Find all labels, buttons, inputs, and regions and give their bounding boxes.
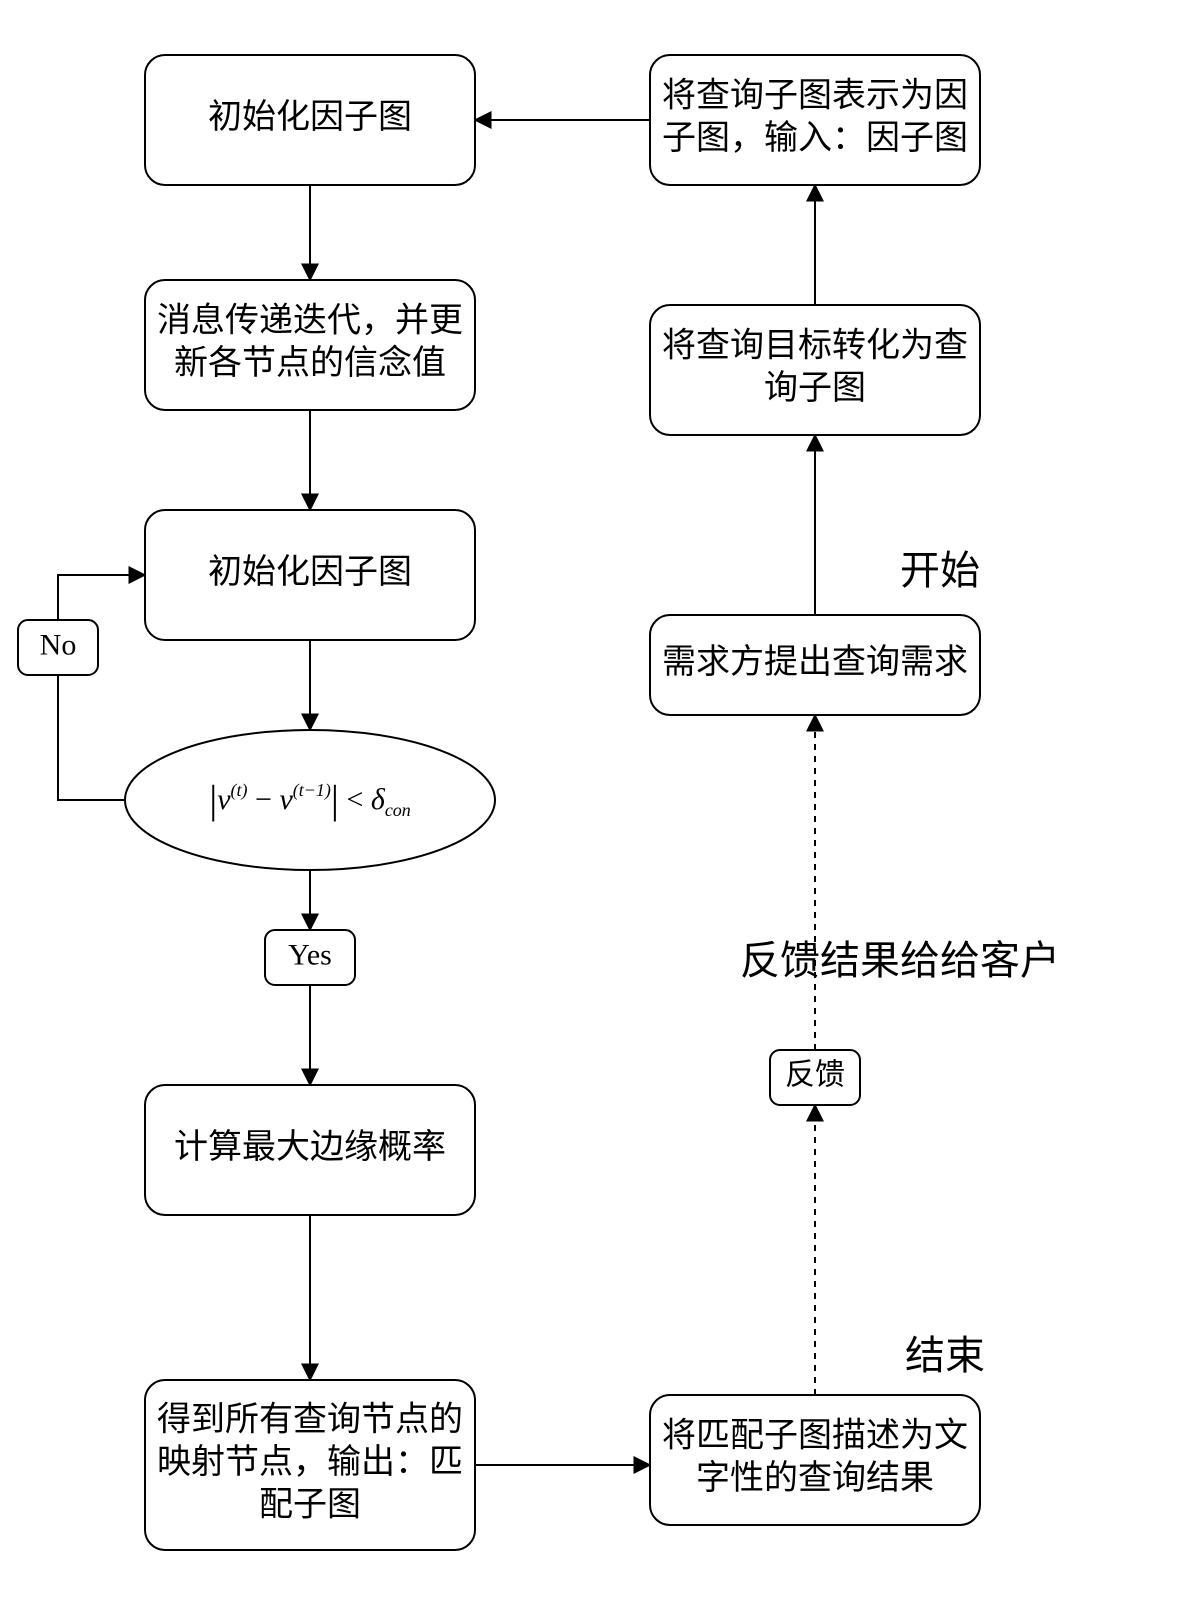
flow-node-n_cond: |v(t) − v(t−1)| < δcon (125, 730, 495, 870)
flow-node-n_feedback: 反馈 (770, 1050, 860, 1105)
node-text: 消息传递迭代，并更 (157, 302, 463, 340)
flow-node-n_maxprob: 计算最大边缘概率 (145, 1085, 475, 1215)
flow-node-n_msg: 消息传递迭代，并更新各节点的信念值 (145, 280, 475, 410)
node-text: 映射节点，输出：匹 (157, 1443, 463, 1481)
node-text: 需求方提出查询需求 (662, 643, 968, 681)
flow-node-n_init1: 初始化因子图 (145, 55, 475, 185)
annotation-feedback_line: 反馈结果给给客户 (740, 938, 1060, 983)
node-text: 将查询目标转化为查 (662, 327, 968, 365)
flow-node-n_no: No (18, 620, 98, 675)
node-text: Yes (288, 938, 332, 971)
node-text: 子图，输入：因子图 (662, 119, 968, 157)
annotation-start: 开始 (900, 548, 980, 593)
node-text: No (40, 628, 77, 661)
node-text: 将查询子图表示为因 (662, 77, 968, 115)
flow-node-n_subgraph: 将查询目标转化为查询子图 (650, 305, 980, 435)
flow-node-n_init2: 初始化因子图 (145, 510, 475, 640)
flow-node-n_textresult: 将匹配子图描述为文字性的查询结果 (650, 1395, 980, 1525)
flow-node-n_output: 得到所有查询节点的映射节点，输出：匹配子图 (145, 1380, 475, 1550)
flow-node-n_demand: 需求方提出查询需求 (650, 615, 980, 715)
node-text: 将匹配子图描述为文 (662, 1417, 968, 1455)
flow-node-n_yes: Yes (265, 930, 355, 985)
node-text: 配子图 (259, 1486, 361, 1523)
flow-edge (58, 575, 145, 800)
node-text: 反馈 (785, 1058, 845, 1091)
node-text: 询子图 (764, 369, 866, 407)
node-text: 字性的查询结果 (696, 1459, 934, 1497)
node-text: 初始化因子图 (208, 553, 412, 591)
flow-node-n_factorin: 将查询子图表示为因子图，输入：因子图 (650, 55, 980, 185)
node-text: 计算最大边缘概率 (174, 1128, 446, 1166)
node-text: 得到所有查询节点的 (157, 1400, 463, 1438)
node-text: 初始化因子图 (208, 98, 412, 136)
annotation-end: 结束 (905, 1333, 985, 1378)
node-text: 新各节点的信念值 (174, 344, 446, 382)
